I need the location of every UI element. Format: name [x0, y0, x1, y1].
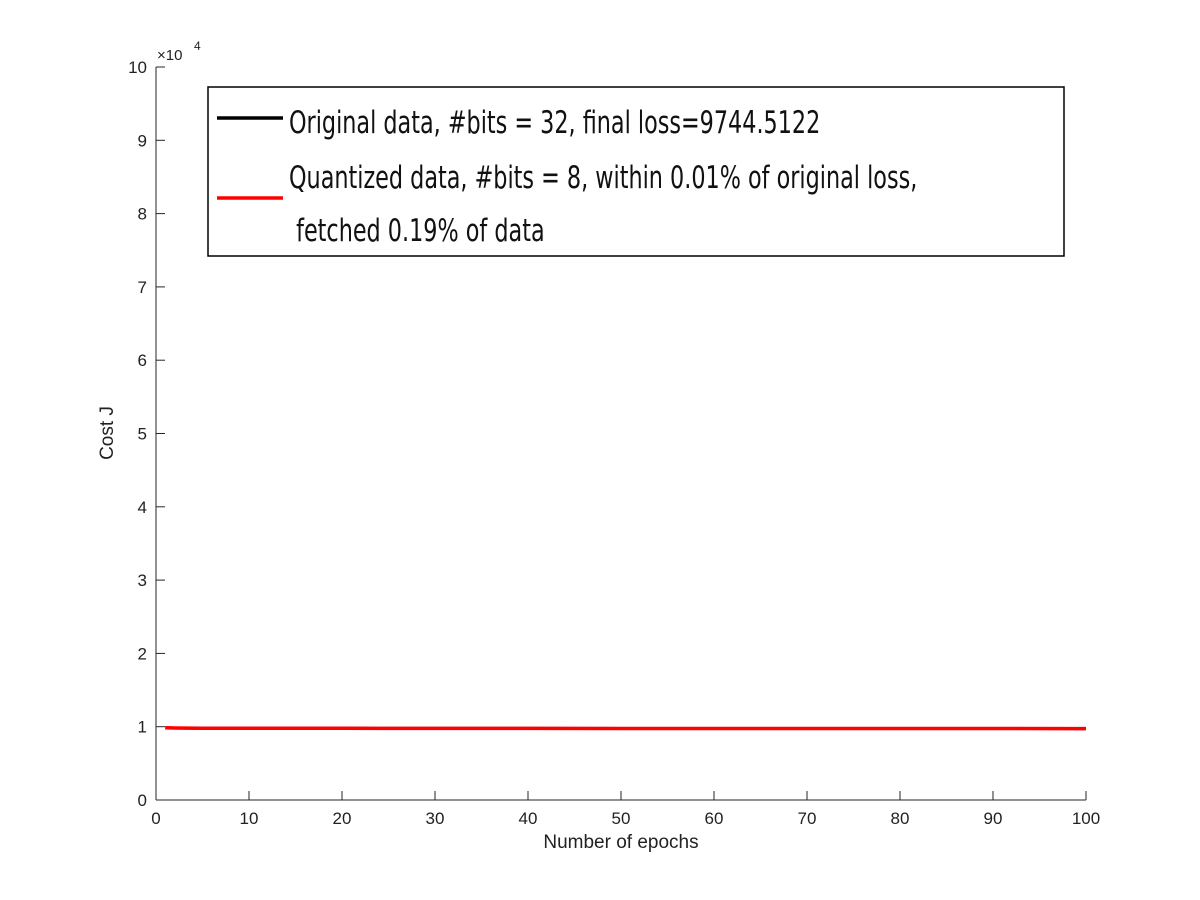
y-tick-label: 2	[138, 644, 147, 663]
legend-label-quantized: Quantized data, #bits = 8, within 0.01% …	[289, 160, 917, 196]
x-tick-label: 70	[798, 809, 817, 828]
y-tick-label: 9	[138, 131, 147, 150]
y-tick-label: 7	[138, 278, 147, 297]
y-multiplier-exponent: 4	[194, 39, 201, 53]
x-tick-label: 100	[1072, 809, 1100, 828]
y-axis-title: Cost J	[97, 406, 118, 460]
legend-label-quantized-line2: fetched 0.19% of data	[289, 213, 545, 249]
y-tick-label: 4	[138, 498, 147, 517]
x-tick-label: 50	[612, 809, 631, 828]
x-tick-label: 40	[519, 809, 538, 828]
x-tick-label: 30	[426, 809, 445, 828]
y-tick-label: 3	[138, 571, 147, 590]
y-tick-label: 0	[138, 791, 147, 810]
x-tick-label: 0	[151, 809, 160, 828]
y-tick-label: 10	[128, 58, 147, 77]
x-tick-label: 20	[333, 809, 352, 828]
series-line-quantized	[165, 728, 1086, 729]
legend: Original data, #bits = 32, final loss=97…	[208, 87, 1064, 256]
x-tick-label: 60	[705, 809, 724, 828]
x-axis-title: Number of epochs	[543, 832, 698, 853]
y-tick-label: 6	[138, 351, 147, 370]
x-tick-label: 90	[984, 809, 1003, 828]
legend-label-original: Original data, #bits = 32, final loss=97…	[289, 105, 820, 141]
x-tick-label: 80	[891, 809, 910, 828]
x-tick-label: 10	[240, 809, 259, 828]
y-tick-label: 8	[138, 205, 147, 224]
series-layer	[165, 728, 1086, 729]
y-tick-label: 1	[138, 718, 147, 737]
y-tick-label: 5	[138, 425, 147, 444]
y-multiplier-label: ×10	[157, 47, 182, 64]
